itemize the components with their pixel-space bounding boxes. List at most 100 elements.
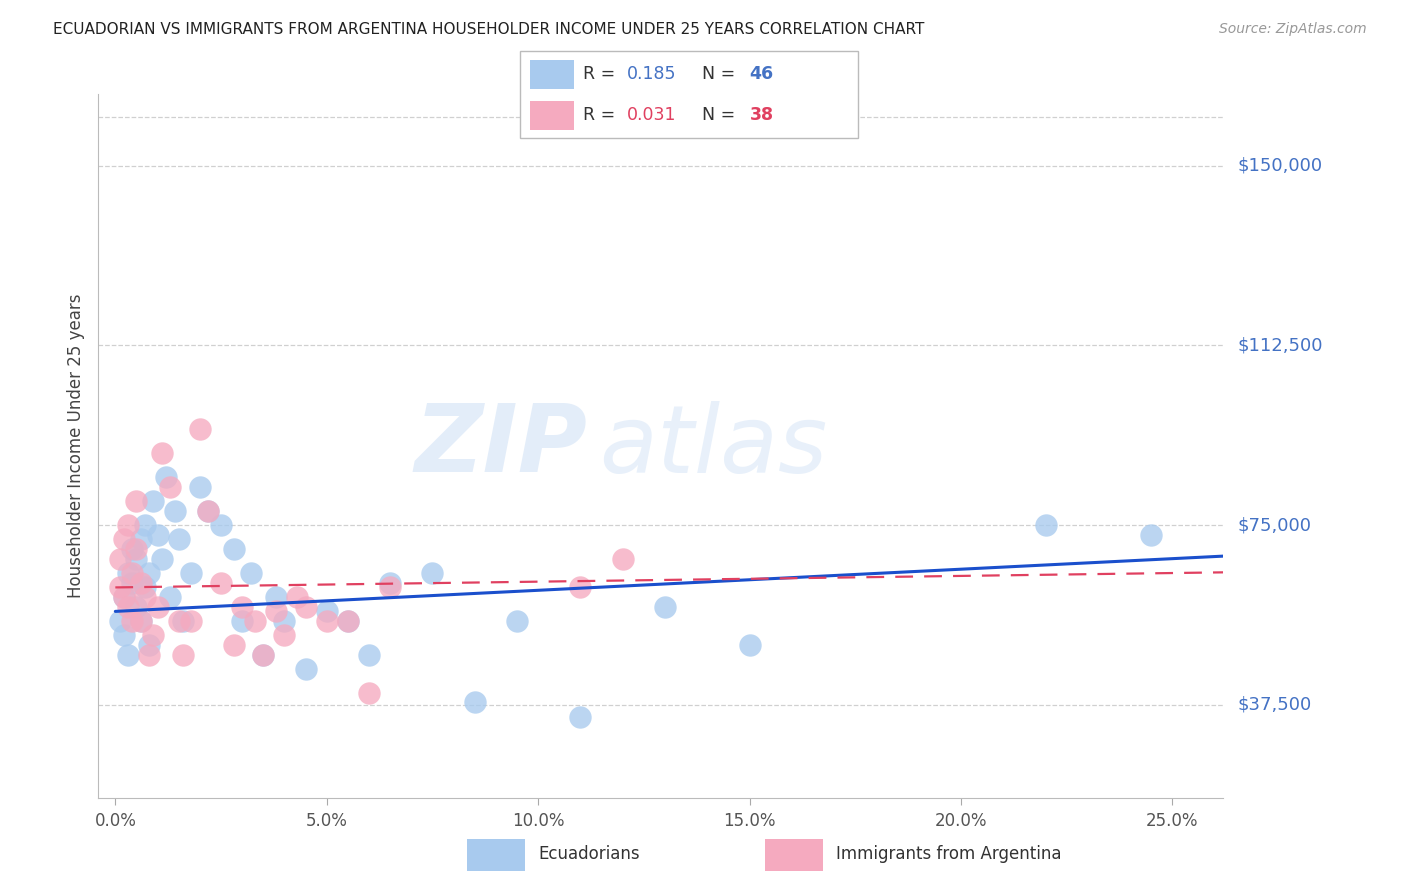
Point <box>117 599 139 614</box>
Point <box>150 551 173 566</box>
Point <box>121 566 143 580</box>
Point <box>209 575 232 590</box>
Point <box>239 566 262 580</box>
Point <box>134 590 156 604</box>
Point <box>125 599 148 614</box>
Point <box>142 494 165 508</box>
Point <box>167 614 190 628</box>
Point <box>134 518 156 533</box>
Point <box>422 566 444 580</box>
FancyBboxPatch shape <box>765 839 823 871</box>
Text: 46: 46 <box>749 65 773 84</box>
Point <box>159 480 181 494</box>
Point <box>612 551 634 566</box>
Point <box>125 494 148 508</box>
Point <box>336 614 359 628</box>
Y-axis label: Householder Income Under 25 years: Householder Income Under 25 years <box>67 293 86 599</box>
Point <box>336 614 359 628</box>
Point <box>231 599 253 614</box>
Point <box>138 648 160 662</box>
Point <box>357 686 380 700</box>
Point <box>1140 527 1163 541</box>
Text: N =: N = <box>703 105 741 124</box>
Point <box>197 504 219 518</box>
Point <box>222 542 245 557</box>
Point <box>357 648 380 662</box>
Point <box>117 518 139 533</box>
Point <box>1035 518 1057 533</box>
Text: 38: 38 <box>749 105 773 124</box>
Point <box>180 566 202 580</box>
Point <box>264 590 287 604</box>
Point <box>121 575 143 590</box>
Point <box>163 504 186 518</box>
Text: ECUADORIAN VS IMMIGRANTS FROM ARGENTINA HOUSEHOLDER INCOME UNDER 25 YEARS CORREL: ECUADORIAN VS IMMIGRANTS FROM ARGENTINA … <box>53 22 925 37</box>
Point <box>121 542 143 557</box>
FancyBboxPatch shape <box>530 101 574 129</box>
Point <box>138 638 160 652</box>
Point <box>129 614 152 628</box>
Point <box>112 590 135 604</box>
Point <box>380 575 402 590</box>
Text: Source: ZipAtlas.com: Source: ZipAtlas.com <box>1219 22 1367 37</box>
Point <box>180 614 202 628</box>
Point <box>129 614 152 628</box>
Point <box>380 581 402 595</box>
Point <box>172 614 194 628</box>
Point <box>142 628 165 642</box>
Point <box>243 614 266 628</box>
FancyBboxPatch shape <box>467 839 526 871</box>
Point <box>112 628 135 642</box>
Point <box>294 599 316 614</box>
Point <box>108 551 131 566</box>
Point <box>738 638 761 652</box>
Point <box>112 590 135 604</box>
Text: $112,500: $112,500 <box>1237 336 1323 354</box>
Text: R =: R = <box>582 65 620 84</box>
Point <box>197 504 219 518</box>
Point <box>146 527 169 541</box>
Text: 0.185: 0.185 <box>627 65 676 84</box>
Point <box>506 614 529 628</box>
Point <box>112 533 135 547</box>
Text: $150,000: $150,000 <box>1237 157 1322 175</box>
Point <box>167 533 190 547</box>
Point <box>654 599 676 614</box>
Point <box>117 648 139 662</box>
Point <box>569 710 592 724</box>
Point <box>273 614 295 628</box>
Text: R =: R = <box>582 105 620 124</box>
Point <box>129 575 152 590</box>
Point <box>155 470 177 484</box>
Point <box>294 662 316 676</box>
Point <box>273 628 295 642</box>
Point <box>569 581 592 595</box>
Text: Immigrants from Argentina: Immigrants from Argentina <box>835 845 1062 863</box>
Point <box>188 480 211 494</box>
Point <box>138 566 160 580</box>
Point <box>134 581 156 595</box>
Point <box>252 648 274 662</box>
Point <box>129 533 152 547</box>
Point <box>159 590 181 604</box>
Text: Ecuadorians: Ecuadorians <box>538 845 640 863</box>
Text: N =: N = <box>703 65 741 84</box>
Text: $37,500: $37,500 <box>1237 696 1312 714</box>
FancyBboxPatch shape <box>520 51 858 138</box>
Point <box>125 542 148 557</box>
Point <box>222 638 245 652</box>
Text: $75,000: $75,000 <box>1237 516 1312 534</box>
Point <box>172 648 194 662</box>
Text: atlas: atlas <box>599 401 827 491</box>
Point <box>146 599 169 614</box>
Point <box>264 604 287 618</box>
Point <box>150 446 173 460</box>
Point <box>231 614 253 628</box>
Point <box>315 614 337 628</box>
Text: ZIP: ZIP <box>415 400 588 492</box>
Point <box>108 614 131 628</box>
Text: 0.031: 0.031 <box>627 105 676 124</box>
Point <box>315 604 337 618</box>
Point <box>285 590 308 604</box>
Point <box>464 696 486 710</box>
